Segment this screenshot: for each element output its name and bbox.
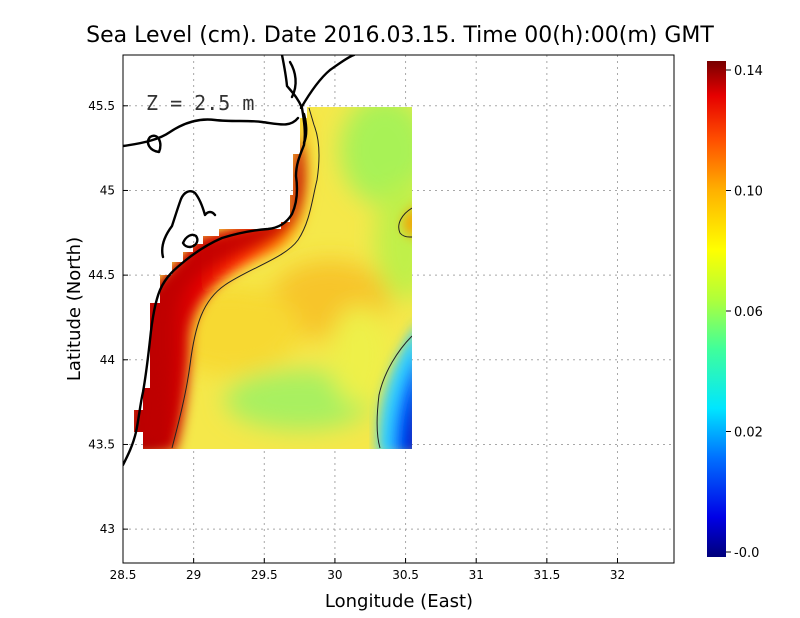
x-tick-label: 31	[469, 568, 484, 582]
y-tick-label: 43.5	[88, 437, 115, 451]
colorbar-tick-label: 0.06	[734, 305, 763, 320]
x-tick-label: 30.5	[392, 568, 419, 582]
colorbar-ticks: 0.14 0.10 0.06 0.02 -0.0	[726, 64, 763, 561]
x-tick-label: 30	[327, 568, 342, 582]
colorbar-gradient	[707, 61, 726, 557]
x-tick-label: 29.5	[251, 568, 278, 582]
y-tick-label: 45.5	[88, 99, 115, 113]
sea-level-field	[134, 107, 412, 449]
depth-annotation: Z = 2.5 m	[146, 91, 254, 115]
x-axis-label: Longitude (East)	[325, 591, 473, 612]
coastline	[123, 55, 356, 467]
x-tick-label: 32	[610, 568, 625, 582]
chart-title: Sea Level (cm). Date 2016.03.15. Time 00…	[86, 23, 714, 48]
x-tick-label: 28.5	[110, 568, 137, 582]
y-tick-label: 43	[100, 522, 115, 536]
colorbar-tick-label: 0.14	[734, 64, 763, 79]
x-tick-label: 29	[186, 568, 201, 582]
y-tick-label: 44	[100, 353, 115, 367]
colorbar: 0.14 0.10 0.06 0.02 -0.0	[707, 61, 763, 561]
colorbar-tick-label: 0.02	[734, 426, 763, 441]
plot-frame	[122, 54, 675, 564]
y-axis-ticks: 43 43.5 44 44.5 45 45.5	[88, 99, 128, 536]
colorbar-tick-label: 0.10	[734, 185, 763, 200]
contour-lines	[171, 107, 412, 449]
y-axis-label: Latitude (North)	[64, 237, 85, 381]
x-tick-label: 31.5	[533, 568, 560, 582]
colorbar-tick-label: -0.0	[734, 546, 759, 561]
y-tick-label: 44.5	[88, 268, 115, 282]
y-tick-label: 45	[100, 183, 115, 197]
x-axis-ticks: 28.5 29 29.5 30 30.5 31 31.5 32	[110, 558, 625, 582]
